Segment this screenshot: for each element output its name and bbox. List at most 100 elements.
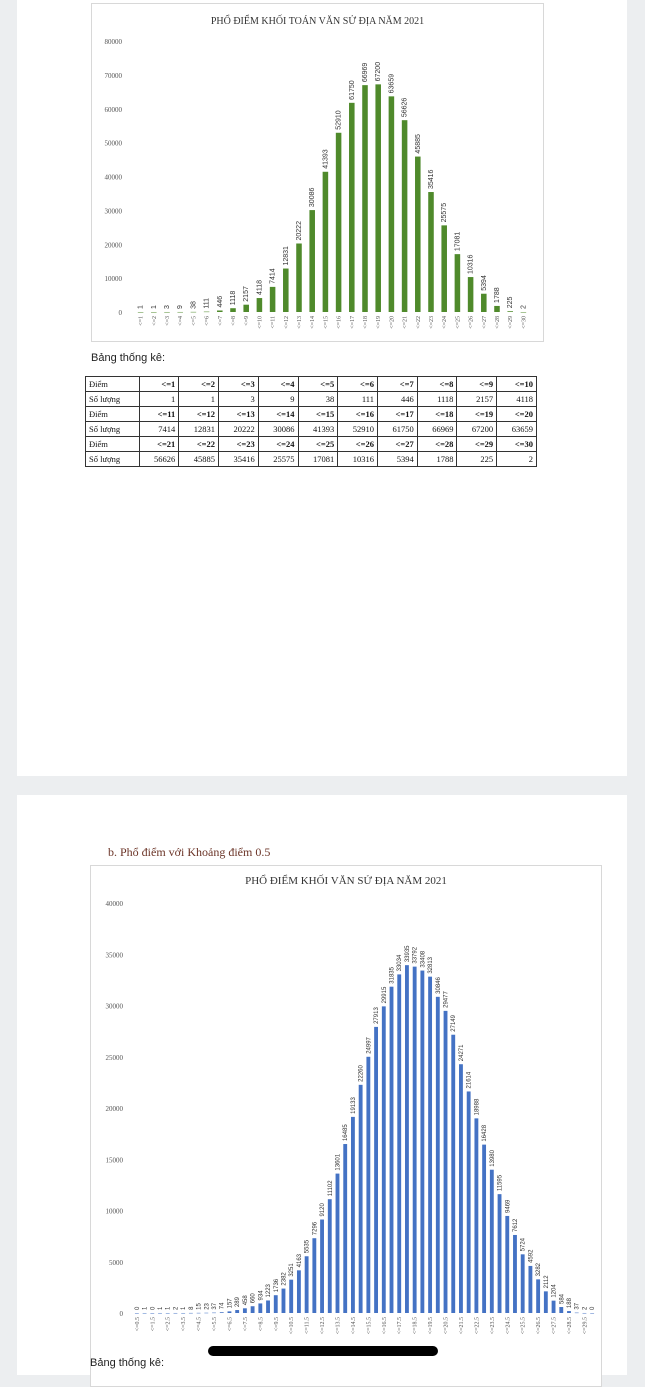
- y-tick-label: 35000: [106, 951, 124, 959]
- bar: [230, 308, 236, 312]
- x-tick-label: <=6: [205, 316, 211, 326]
- bar: [381, 1006, 386, 1313]
- data-label: 27149: [451, 1014, 457, 1031]
- table-cell: <=30: [496, 436, 537, 452]
- x-tick-label: <=24: [442, 316, 448, 329]
- data-label: 33935: [405, 945, 411, 962]
- data-label: 31835: [390, 966, 396, 983]
- y-tick-label: 50000: [105, 140, 123, 148]
- data-label: 63659: [388, 74, 395, 94]
- bar: [590, 1313, 595, 1314]
- table-cell: 1: [178, 391, 220, 407]
- data-label: 1: [181, 1306, 187, 1310]
- data-label: 1736: [274, 1278, 280, 1292]
- table-cell: 12831: [178, 421, 220, 437]
- bar: [451, 1034, 456, 1313]
- table-cell: <=29: [456, 436, 498, 452]
- data-label: 13980: [490, 1149, 496, 1166]
- bar: [235, 1310, 240, 1313]
- x-tick-label: <=24.5: [505, 1317, 511, 1334]
- bar: [242, 1308, 247, 1313]
- data-label: 188: [567, 1297, 573, 1308]
- x-tick-label: <=1.5: [150, 1317, 156, 1331]
- x-tick-label: <=10.5: [289, 1317, 295, 1334]
- x-tick-label: <=25.5: [521, 1317, 527, 1334]
- table-cell: <=2: [178, 376, 220, 392]
- data-label: 8: [189, 1306, 195, 1310]
- x-tick-label: <=5.5: [212, 1317, 218, 1331]
- bar: [507, 311, 513, 312]
- table-row: Số lượng 56626 45885 35416 25575 17081 10316 53…: [85, 451, 537, 467]
- x-tick-label: <=19: [376, 316, 382, 329]
- x-tick-label: <=12: [284, 316, 290, 329]
- data-label: 4118: [256, 280, 263, 295]
- y-tick-label: 60000: [105, 106, 123, 114]
- bar: [164, 311, 170, 313]
- x-tick-label: <=29.5: [582, 1317, 588, 1334]
- bar: [420, 970, 425, 1313]
- data-label: 52910: [336, 110, 343, 130]
- data-label: 35416: [428, 169, 435, 189]
- bar: [304, 1256, 309, 1313]
- bar: [375, 84, 381, 312]
- bar: [266, 1300, 270, 1313]
- data-label: 29915: [382, 986, 388, 1003]
- bar: [181, 1312, 186, 1314]
- x-tick-label: <=8.5: [258, 1317, 264, 1331]
- table-cell: <=3: [218, 376, 259, 392]
- data-label: 5394: [481, 275, 488, 291]
- data-label: 1: [138, 305, 145, 309]
- table-cell: 67200: [456, 421, 498, 437]
- bar: [520, 311, 527, 313]
- row-header: Số lượng: [85, 391, 140, 407]
- chart-score-distribution-half-pt: PHỔ ĐIỂM KHỐI VĂN SỬ ĐỊA NĂM 2021 0 5000 10…: [90, 865, 602, 1387]
- data-label: 7612: [513, 1218, 519, 1232]
- bar: [520, 1254, 525, 1313]
- bar: [273, 1295, 278, 1313]
- data-label: 934: [258, 1290, 264, 1301]
- bar: [358, 1084, 363, 1313]
- table-cell: 52910: [337, 421, 378, 437]
- x-tick-label: <=14.5: [351, 1317, 357, 1334]
- bar: [466, 1091, 471, 1313]
- data-label: 1788: [494, 287, 501, 303]
- bar: [227, 1311, 232, 1313]
- data-label: 2: [173, 1306, 179, 1310]
- home-indicator[interactable]: [208, 1346, 438, 1356]
- table-row: Số lượng 1 1 3 9 38 111 446 1118 2157 4118: [85, 391, 537, 407]
- bar: [243, 304, 249, 312]
- table-cell: <=28: [416, 436, 458, 452]
- data-label: 0: [590, 1306, 596, 1310]
- data-label: 9: [177, 305, 184, 309]
- bar: [389, 986, 394, 1313]
- table-cell: <=5: [297, 376, 339, 392]
- data-label: 584: [559, 1293, 565, 1304]
- table-cell: <=16: [337, 406, 378, 422]
- x-tick-label: <=16: [337, 316, 343, 329]
- y-tick-label: 40000: [106, 900, 124, 908]
- data-label: 37: [575, 1302, 581, 1309]
- table-cell: <=23: [218, 436, 259, 452]
- bar: [177, 311, 183, 313]
- data-label: 18988: [474, 1098, 480, 1115]
- x-tick-label: <=16.5: [382, 1317, 388, 1334]
- table-cell: 225: [456, 451, 498, 467]
- table-cell: <=11: [138, 406, 180, 422]
- x-tick-label: <=12.5: [320, 1317, 326, 1334]
- x-tick-label: <=7: [218, 316, 224, 326]
- data-label: 1: [166, 1306, 172, 1310]
- table-cell: <=6: [337, 376, 378, 392]
- bar: [415, 156, 421, 312]
- section-heading: b. Phổ điểm với Khoảng điểm 0.5: [108, 845, 271, 859]
- data-label: 11595: [498, 1174, 504, 1191]
- data-label: 16428: [482, 1124, 488, 1141]
- data-label: 1204: [552, 1284, 558, 1298]
- x-tick-label: <=28.5: [567, 1317, 573, 1334]
- row-header: Số lượng: [85, 421, 140, 437]
- bar: [173, 1312, 178, 1314]
- table-cell: <=10: [496, 376, 537, 392]
- data-label: 7296: [312, 1221, 318, 1235]
- data-label: 1: [143, 1306, 149, 1310]
- bar: [190, 311, 197, 313]
- data-label: 29477: [444, 991, 450, 1008]
